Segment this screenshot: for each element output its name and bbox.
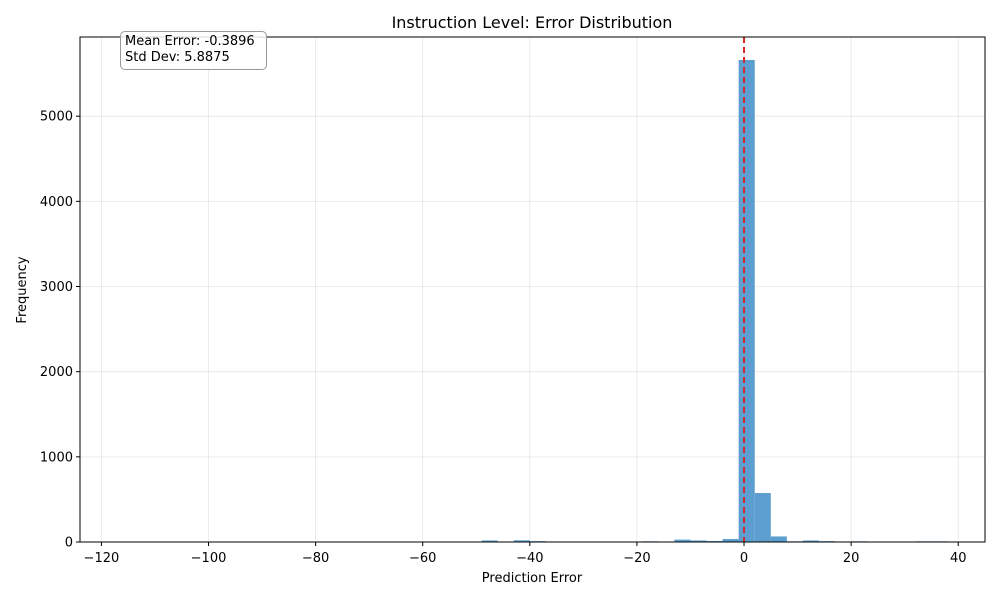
mean-error-text: Mean Error: -0.3896 [125,34,255,49]
x-tick-label: 20 [843,551,860,566]
x-tick-label: −60 [409,551,436,566]
stats-annotation-box: Mean Error: -0.3896 Std Dev: 5.8875 [120,31,267,70]
bars [481,59,948,542]
y-tick-label: 4000 [40,195,73,210]
x-tick-label: −120 [84,551,120,566]
histogram-bar [802,540,819,542]
y-tick-label: 3000 [40,280,73,295]
histogram-bar [738,59,755,542]
histogram-bar [674,539,691,542]
histogram-bar [706,540,723,542]
histogram-bar [513,540,530,542]
histogram-bar [754,493,771,542]
plot-area-frame [79,36,986,543]
y-axis-ticks: 0 1000 2000 3000 4000 5000 [40,110,80,551]
y-axis-label: Frequency [15,256,30,323]
chart-title: Instruction Level: Error Distribution [392,13,673,32]
histogram-bar [770,536,787,542]
x-axis-ticks: −120 −100 −80 −60 −40 −20 0 20 40 [84,542,967,566]
x-tick-label: −20 [623,551,650,566]
y-tick-label: 5000 [40,110,73,125]
grid-lines [80,37,985,543]
y-tick-label: 1000 [40,450,73,465]
std-dev-text: Std Dev: 5.8875 [125,50,230,65]
y-tick-label: 2000 [40,365,73,380]
x-tick-label: −80 [302,551,329,566]
x-tick-label: 40 [950,551,967,566]
histogram-bar [481,540,498,542]
y-tick-label: 0 [65,536,73,551]
x-axis-label: Prediction Error [482,571,583,586]
x-tick-label: −100 [191,551,227,566]
x-tick-label: −40 [516,551,543,566]
histogram-bar [690,540,707,542]
histogram-bar [722,539,739,542]
x-tick-label: 0 [740,551,748,566]
